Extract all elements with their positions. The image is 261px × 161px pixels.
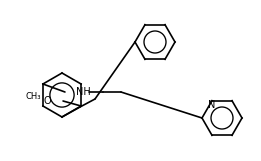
Text: CH₃: CH₃ (25, 91, 41, 100)
Text: NH: NH (76, 87, 90, 97)
Text: N: N (208, 100, 216, 110)
Text: O: O (43, 96, 51, 106)
